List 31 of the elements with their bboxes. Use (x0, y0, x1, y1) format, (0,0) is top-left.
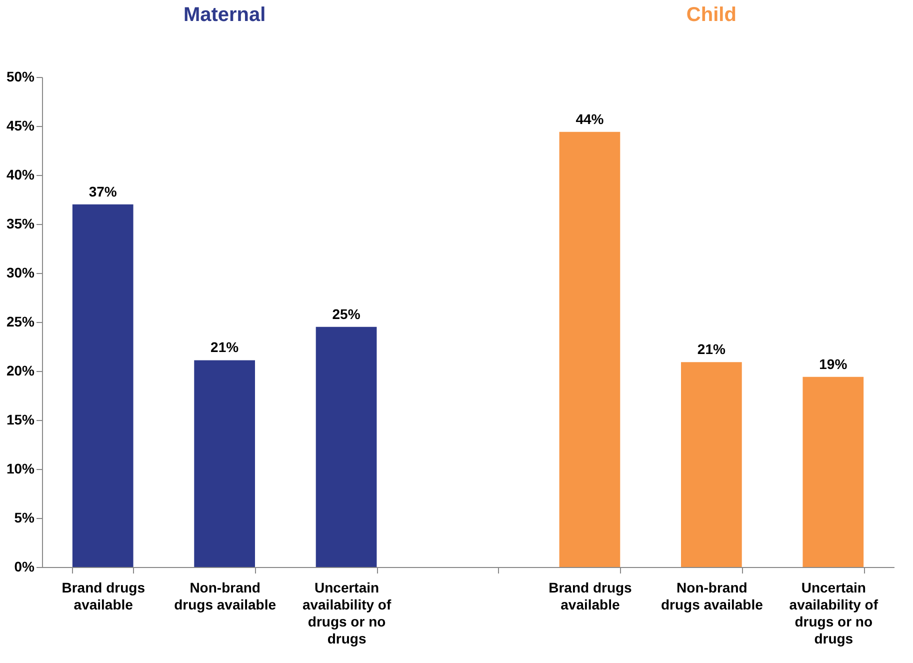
bar (559, 132, 620, 567)
x-tick-label: Brand drugs available (548, 580, 632, 612)
bar (316, 326, 377, 567)
data-label: 21% (210, 339, 240, 356)
text: Child (686, 4, 736, 26)
bar (802, 376, 864, 567)
data-label: 19% (819, 356, 848, 372)
y-tick-label: 50% (6, 68, 36, 84)
data-label: 44% (576, 110, 604, 127)
y-tick-label: 0% (14, 558, 36, 574)
y-tick-label: 40% (6, 166, 36, 182)
y-tick-label: 25% (6, 314, 36, 330)
data-label: 21% (697, 341, 726, 358)
y-tick-label: 20% (6, 362, 36, 378)
x-tick-label: Brand drugs available (62, 580, 146, 612)
x-tick-label: Non-brand drugs available (174, 580, 276, 612)
bar (72, 204, 134, 567)
x-tick-label: Non-brand drugs available (660, 580, 764, 612)
x-tick-label: Uncertain availability of drugs or no drugs (302, 580, 392, 646)
y-tick-label: 30% (6, 264, 36, 280)
bar (681, 362, 742, 567)
text: Maternal (183, 4, 266, 26)
y-tick-label: 10% (6, 460, 36, 476)
x-tick-label: Uncertain availability of drugs or no drugs (789, 580, 878, 646)
y-tick-label: 45% (6, 118, 36, 134)
data-label: 25% (332, 306, 361, 322)
y-tick-label: 35% (6, 216, 36, 232)
y-tick-label: 5% (14, 510, 36, 526)
y-tick-label: 15% (6, 412, 36, 428)
bar (194, 360, 255, 567)
data-label: 37% (88, 183, 118, 200)
